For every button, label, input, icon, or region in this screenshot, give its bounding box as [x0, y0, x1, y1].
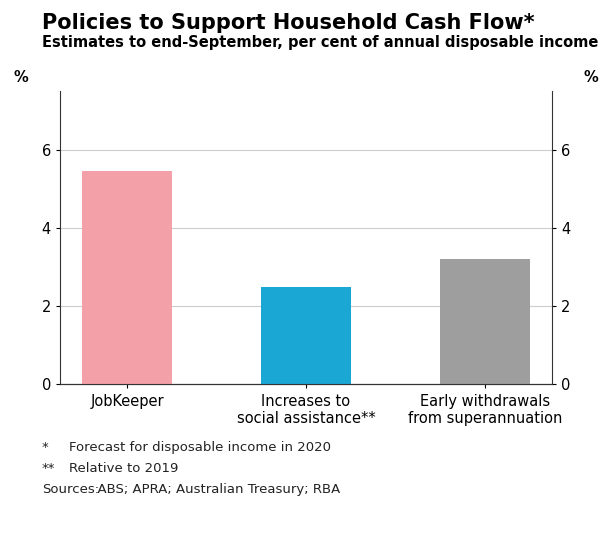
Bar [261, 287, 351, 384]
Text: **: ** [42, 462, 56, 475]
Text: Forecast for disposable income in 2020: Forecast for disposable income in 2020 [69, 441, 331, 453]
Text: Relative to 2019: Relative to 2019 [69, 462, 178, 475]
Bar [82, 171, 172, 384]
Text: %: % [584, 70, 599, 85]
Text: %: % [13, 70, 28, 85]
Text: Policies to Support Household Cash Flow*: Policies to Support Household Cash Flow* [42, 13, 535, 33]
Text: Sources:: Sources: [42, 483, 99, 496]
Text: ABS; APRA; Australian Treasury; RBA: ABS; APRA; Australian Treasury; RBA [89, 483, 340, 496]
Text: *: * [42, 441, 49, 453]
Bar [440, 259, 530, 384]
Text: Estimates to end-September, per cent of annual disposable income: Estimates to end-September, per cent of … [42, 35, 598, 50]
